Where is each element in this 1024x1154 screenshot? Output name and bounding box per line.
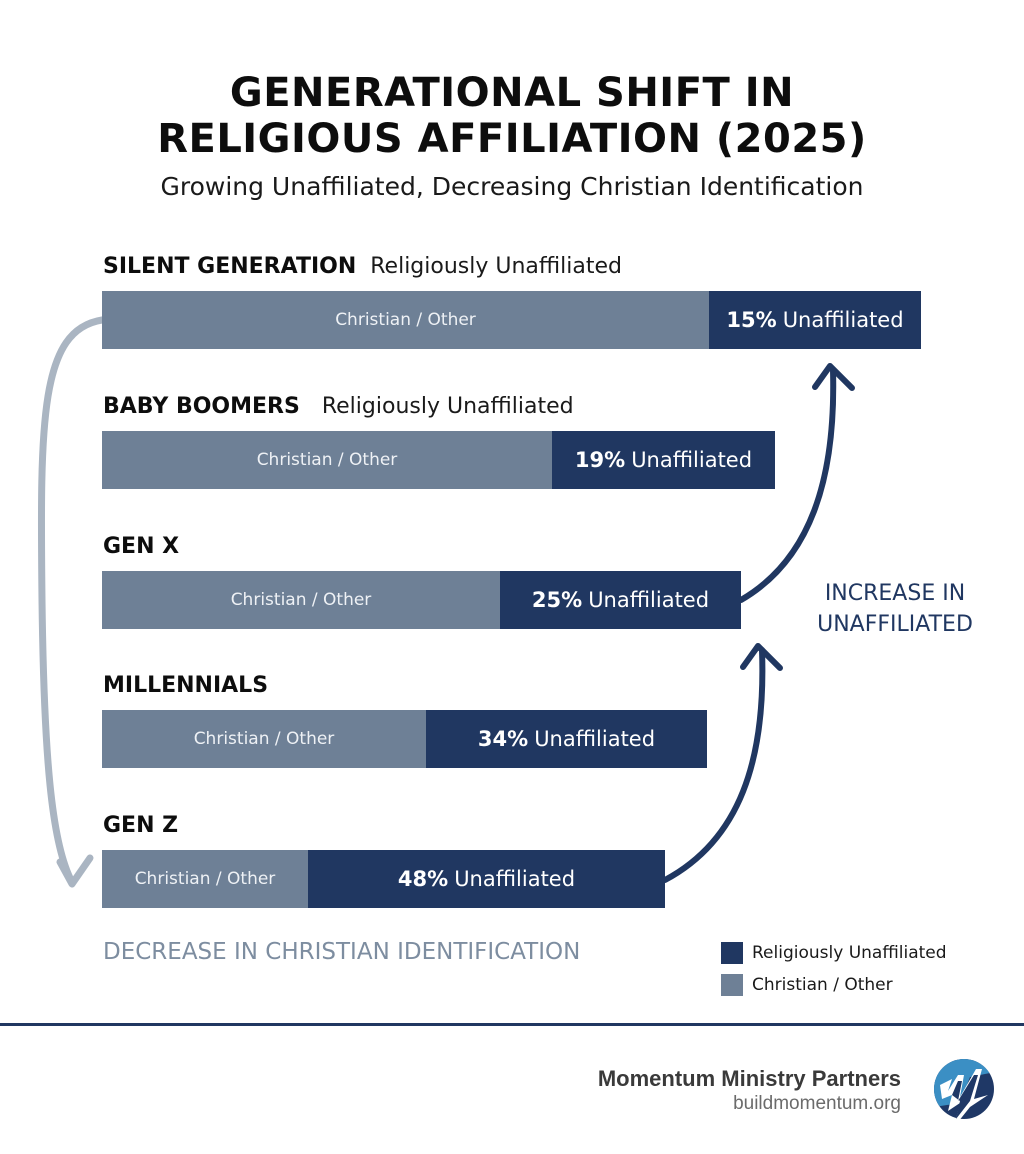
legend-item-unaffiliated: Religiously Unaffiliated bbox=[721, 937, 947, 969]
segment-christian: Christian / Other bbox=[102, 291, 709, 349]
gen-label-millennials: MILLENNIALS bbox=[103, 673, 268, 698]
title-line-2: RELIGIOUS AFFILIATION (2025) bbox=[157, 116, 867, 162]
gen-label-boomers: BABY BOOMERS Religiously Unaffiliated bbox=[103, 394, 574, 419]
segment-unaffiliated: 34% Unaffiliated bbox=[426, 710, 707, 768]
segment-unaffiliated: 19% Unaffiliated bbox=[552, 431, 775, 489]
bar-millennials: Christian / Other 34% Unaffiliated bbox=[102, 710, 707, 768]
chart-subtitle: Growing Unaffiliated, Decreasing Christi… bbox=[160, 172, 864, 201]
legend-swatch-christian bbox=[721, 974, 743, 996]
bar-genx: Christian / Other 25% Unaffiliated bbox=[102, 571, 741, 629]
org-url: buildmomentum.org bbox=[733, 1093, 901, 1114]
decrease-annotation: DECREASE IN CHRISTIAN IDENTIFICATION bbox=[103, 939, 581, 965]
gen-name: MILLENNIALS bbox=[103, 673, 269, 698]
legend-swatch-unaffiliated bbox=[721, 942, 743, 964]
segment-christian: Christian / Other bbox=[102, 431, 552, 489]
segment-unaffiliated: 25% Unaffiliated bbox=[500, 571, 741, 629]
increase-annotation: INCREASE IN UNAFFILIATED bbox=[817, 581, 973, 637]
bar-boomers: Christian / Other 19% Unaffiliated bbox=[102, 431, 775, 489]
gen-label-silent: SILENT GENERATION Religiously Unaffiliate… bbox=[103, 254, 622, 279]
gen-extra: Religiously Unaffiliated bbox=[321, 394, 574, 419]
gen-name: SILENT GENERATION bbox=[103, 254, 357, 279]
segment-christian: Christian / Other bbox=[102, 710, 426, 768]
org-name: Momentum Ministry Partners bbox=[597, 1066, 901, 1091]
segment-christian: Christian / Other bbox=[102, 571, 500, 629]
gen-name: GEN Z bbox=[103, 813, 179, 838]
momentum-logo-icon bbox=[934, 1059, 994, 1127]
gen-label-genx: GEN X bbox=[103, 534, 179, 559]
gen-label-genz: GEN Z bbox=[103, 813, 178, 838]
legend: Religiously Unaffiliated Christian / Oth… bbox=[721, 937, 947, 1001]
gen-name: GEN X bbox=[103, 534, 180, 559]
gen-extra: Religiously Unaffiliated bbox=[370, 254, 623, 279]
title-line-1: GENERATIONAL SHIFT IN bbox=[229, 70, 795, 116]
chart-title: GENERATIONAL SHIFT IN RELIGIOUS AFFILIAT… bbox=[0, 70, 1024, 162]
segment-christian: Christian / Other bbox=[102, 850, 308, 908]
gen-name: BABY BOOMERS bbox=[103, 394, 300, 419]
org-credit: Momentum Ministry Partners buildmomentum… bbox=[598, 1066, 901, 1115]
bar-silent: Christian / Other 15% Unaffiliated bbox=[102, 291, 921, 349]
legend-item-christian: Christian / Other bbox=[721, 969, 947, 1001]
decrease-arrow-icon bbox=[37, 316, 106, 888]
segment-unaffiliated: 15% Unaffiliated bbox=[709, 291, 921, 349]
bar-genz: Christian / Other 48% Unaffiliated bbox=[102, 850, 665, 908]
footer-divider bbox=[0, 1023, 1024, 1026]
segment-unaffiliated: 48% Unaffiliated bbox=[308, 850, 665, 908]
